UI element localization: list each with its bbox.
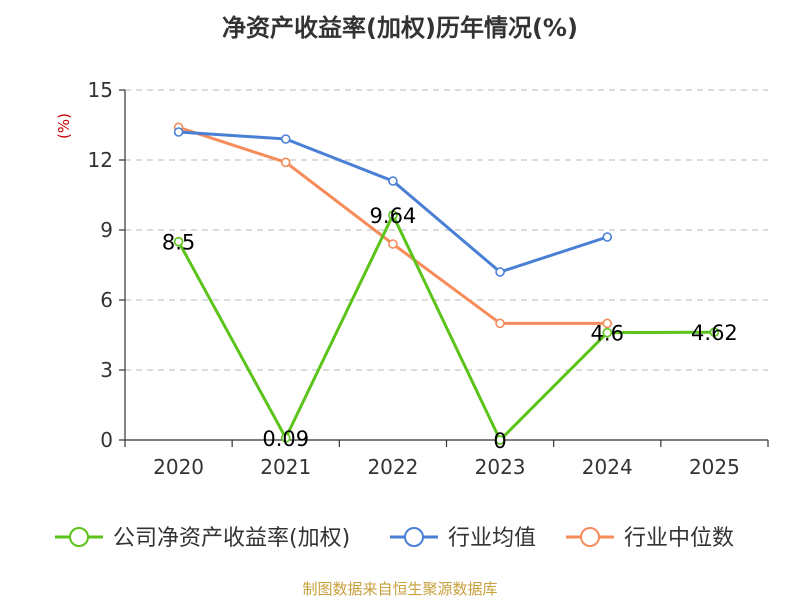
data-point [173,127,184,137]
data-point [388,210,398,220]
data-point [280,134,291,144]
data-label: 4.6 [591,322,624,346]
chart-title: 净资产收益率(加权)历年情况(%) [222,14,578,42]
series-0 [173,210,720,445]
series-1 [173,127,613,277]
data-point [173,236,184,247]
y-tick-labels: 0 3 6 9 12 15 [88,78,113,452]
x-tick-label: 2022 [367,455,418,479]
data-label: 0.09 [262,427,309,451]
data-point [495,435,505,445]
data-label: 8.5 [162,231,195,255]
data-labels: 8.5 0.09 9.64 0 4.6 4.62 [162,204,738,453]
legend-label: 行业中位数 [624,526,734,551]
series-line [178,130,608,274]
x-tick-label: 2023 [475,455,526,479]
y-tick-label: 3 [100,358,113,382]
series-line [177,213,715,442]
y-tick-label: 12 [88,148,113,172]
data-point [495,318,505,329]
legend-marker [404,527,424,547]
x-tick-labels: 2020 2021 2022 2023 2024 2025 [153,455,740,479]
x-tick-label: 2025 [689,455,740,479]
data-point [280,433,291,443]
data-point [709,327,720,338]
y-axis-label: (%) [55,113,73,139]
legend-item-0: 公司净资产收益率(加权) [55,526,350,551]
data-point [602,232,613,242]
legend-item-2: 行业中位数 [566,526,734,551]
data-point [388,239,398,249]
axes [119,89,769,447]
data-point [280,157,291,168]
source-note: 制图数据来自恒生聚源数据库 [302,580,498,598]
data-label: 4.62 [691,321,738,345]
legend-label: 行业均值 [448,526,536,551]
grid-lines [125,89,768,371]
data-point [495,267,505,277]
y-tick-label: 15 [88,78,113,102]
x-tick-label: 2024 [582,455,633,479]
y-tick-label: 6 [100,288,113,312]
legend-marker [580,527,600,547]
y-tick-label: 9 [100,218,113,242]
x-tick-label: 2021 [260,455,311,479]
legend: 公司净资产收益率(加权) 行业均值 行业中位数 [55,526,734,551]
data-point [602,327,613,338]
x-tick-label: 2020 [153,455,204,479]
legend-label: 公司净资产收益率(加权) [113,526,350,551]
series-lines [173,122,720,445]
data-point [602,318,613,329]
legend-marker [69,527,89,547]
legend-item-1: 行业均值 [390,526,536,551]
data-label: 9.64 [370,204,417,228]
data-label: 0 [493,429,506,453]
y-tick-label: 0 [100,428,113,452]
data-point [388,176,398,186]
